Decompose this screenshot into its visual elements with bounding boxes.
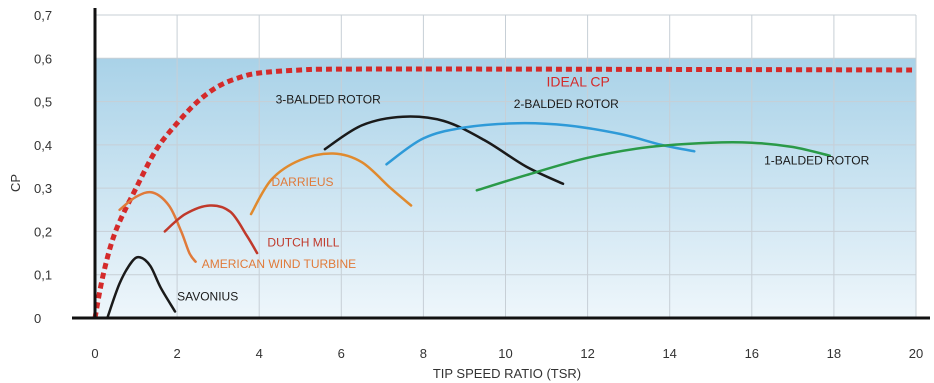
- label-1-balded-rotor: 1-BALDED ROTOR: [764, 153, 869, 167]
- x-tick-label: 0: [91, 346, 98, 361]
- x-tick-label: 10: [498, 346, 512, 361]
- y-axis-title: CP: [8, 174, 23, 192]
- x-tick-label: 8: [420, 346, 427, 361]
- x-tick-label: 2: [173, 346, 180, 361]
- y-tick-label: 0,6: [34, 51, 52, 66]
- y-tick-label: 0: [34, 311, 41, 326]
- x-tick-label: 6: [338, 346, 345, 361]
- series-savonius-line: [106, 255, 177, 320]
- x-tick-label: 18: [827, 346, 841, 361]
- y-tick-label: 0,1: [34, 268, 52, 283]
- y-tick-label: 0,7: [34, 8, 52, 23]
- label-3-balded-rotor: 3-BALDED ROTOR: [276, 93, 381, 107]
- x-tick-label: 12: [580, 346, 594, 361]
- series-3-balded-rotor-line: [323, 115, 565, 186]
- x-tick-label: 20: [909, 346, 923, 361]
- series-2-balded-rotor-line: [385, 121, 696, 166]
- label-ideal-cp: IDEAL CP: [547, 73, 610, 89]
- x-tick-label: 14: [662, 346, 676, 361]
- label-savonius: SAVONIUS: [177, 290, 238, 304]
- label-2-balded-rotor: 2-BALDED ROTOR: [514, 97, 619, 111]
- y-tick-label: 0,2: [34, 224, 52, 239]
- series-dutch-mill-line: [163, 204, 259, 255]
- y-tick-label: 0,5: [34, 95, 52, 110]
- series-darrieus-line: [249, 152, 413, 216]
- y-tick-label: 0,3: [34, 181, 52, 196]
- x-axis-title: TIP SPEED RATIO (TSR): [433, 366, 581, 381]
- x-tick-label: 4: [256, 346, 263, 361]
- series-american-wind-turbine-line: [118, 190, 197, 263]
- label-dutch-mill: DUTCH MILL: [267, 236, 339, 250]
- series-1-balded-rotor-line: [475, 140, 832, 192]
- y-tick-label: 0,4: [34, 138, 52, 153]
- x-tick-label: 16: [745, 346, 759, 361]
- label-american-wind-turbine: AMERICAN WIND TURBINE: [202, 257, 356, 271]
- label-darrieus: DARRIEUS: [272, 175, 334, 189]
